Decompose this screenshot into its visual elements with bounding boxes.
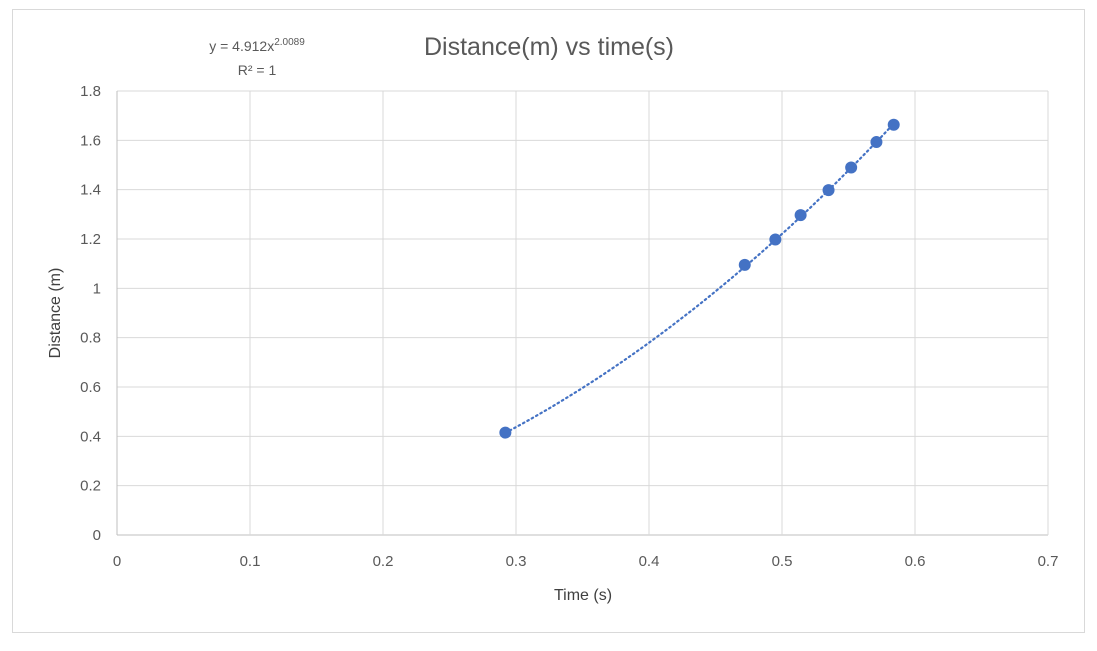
y-tick-label: 1.8 — [80, 83, 101, 100]
x-tick-label: 0.1 — [240, 553, 261, 570]
tick-labels: 0 0.2 0.4 0.6 0.8 1 1.2 1.4 1.6 1.8 0 0.1 0.2 0.3 0.4 0… — [80, 83, 1058, 570]
x-tick-label: 0 — [113, 553, 121, 570]
y-tick-label: 1.6 — [80, 132, 101, 149]
chart-title: Distance(m) vs time(s) — [424, 33, 674, 61]
y-tick-label: 0.2 — [80, 478, 101, 495]
x-tick-label: 0.5 — [772, 553, 793, 570]
chart-frame — [12, 9, 1085, 633]
x-tick-label: 0.6 — [905, 553, 926, 570]
trendline-r-squared: R² = 1 — [238, 62, 277, 78]
trendline-equation-exponent: 2.0089 — [274, 37, 305, 48]
x-tick-label: 0.7 — [1038, 553, 1059, 570]
x-tick-label: 0.3 — [506, 553, 527, 570]
data-point — [499, 426, 512, 439]
x-tick-label: 0.4 — [639, 553, 660, 570]
y-tick-label: 1.2 — [80, 231, 101, 248]
y-tick-label: 0.4 — [80, 428, 101, 445]
trendline-layer — [504, 122, 895, 434]
data-point — [822, 184, 835, 197]
x-axis-title: Time (s) — [554, 587, 612, 604]
y-tick-label: 0.6 — [80, 379, 101, 396]
data-point — [870, 136, 883, 149]
trendline-equation-base: y = 4.912x — [209, 38, 274, 54]
data-point — [845, 161, 858, 174]
x-tick-label: 0.2 — [373, 553, 394, 570]
y-tick-label: 1.4 — [80, 182, 101, 199]
grid-lines — [116, 90, 1049, 536]
y-tick-label: 0.8 — [80, 330, 101, 347]
power-trendline — [504, 122, 895, 434]
data-points — [499, 118, 900, 439]
data-point — [738, 258, 751, 271]
data-point — [794, 209, 807, 222]
data-point — [769, 233, 782, 246]
y-axis-title: Distance (m) — [47, 268, 64, 359]
trendline-equation: y = 4.912x2.0089 — [209, 37, 305, 54]
y-tick-label: 0 — [93, 527, 101, 544]
data-point — [887, 118, 900, 131]
y-tick-label: 1 — [93, 280, 101, 297]
